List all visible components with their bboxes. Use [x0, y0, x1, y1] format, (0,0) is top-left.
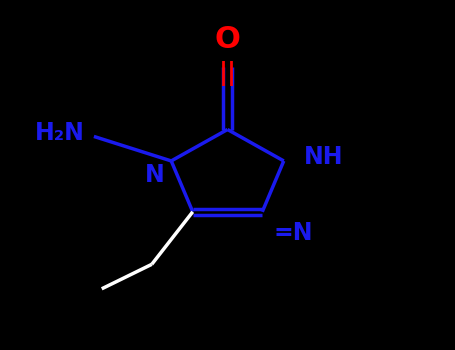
Text: H₂N: H₂N: [35, 121, 85, 145]
Text: NH: NH: [304, 146, 344, 169]
Text: N: N: [145, 163, 164, 187]
Text: O: O: [215, 25, 240, 54]
Text: =N: =N: [273, 220, 313, 245]
Text: ||: ||: [218, 61, 237, 86]
